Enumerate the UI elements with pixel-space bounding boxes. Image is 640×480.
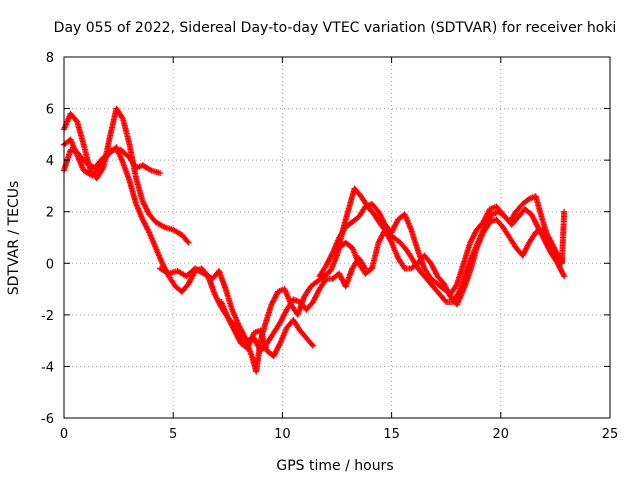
y-tick-label: 4 bbox=[46, 154, 54, 169]
y-tick-label: -2 bbox=[41, 309, 54, 324]
y-tick-label: -4 bbox=[41, 360, 54, 375]
plus-markers bbox=[336, 216, 565, 308]
chart-title: Day 055 of 2022, Sidereal Day-to-day VTE… bbox=[54, 20, 617, 36]
x-axis-label: GPS time / hours bbox=[276, 458, 393, 474]
plot-frame bbox=[63, 56, 611, 419]
plus-markers bbox=[218, 255, 369, 354]
x-tick-label: 25 bbox=[602, 427, 619, 442]
y-tick-label: 6 bbox=[46, 103, 54, 118]
grid-lines bbox=[64, 57, 610, 418]
axis-ticks: 0 5 10 15 20 25 -6 -4 -2 0 2 4 6 8 bbox=[41, 51, 618, 442]
y-tick-label: 0 bbox=[46, 257, 54, 272]
series-track-f bbox=[336, 216, 565, 308]
x-tick-label: 0 bbox=[60, 427, 68, 442]
y-tick-label: -6 bbox=[41, 412, 54, 427]
y-tick-label: 2 bbox=[46, 206, 54, 221]
data-points bbox=[61, 105, 568, 375]
x-tick-label: 10 bbox=[274, 427, 291, 442]
x-tick-label: 15 bbox=[383, 427, 400, 442]
y-tick-label: 8 bbox=[46, 51, 54, 66]
x-tick-label: 20 bbox=[493, 427, 510, 442]
x-tick-label: 5 bbox=[169, 427, 177, 442]
series-track-g bbox=[218, 255, 369, 354]
y-axis-label: SDTVAR / TECUs bbox=[6, 181, 22, 296]
